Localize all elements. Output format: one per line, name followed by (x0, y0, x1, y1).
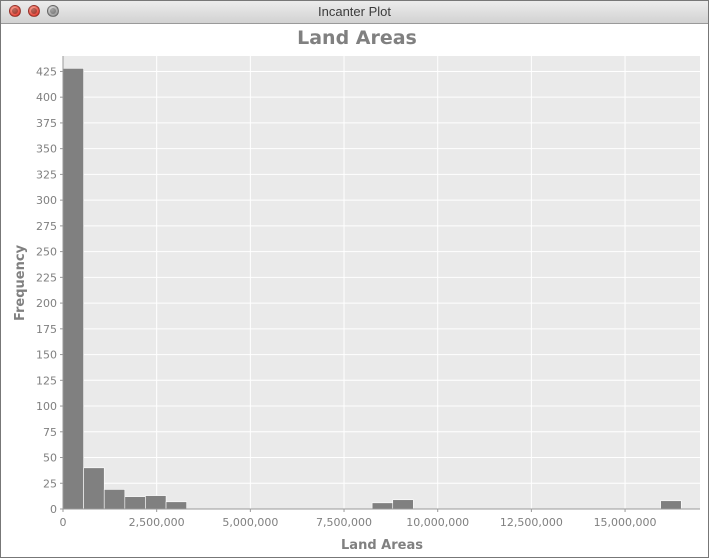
histogram-chart: Land Areas 0 25 50 75 100 125 150 175 200 225 250 2… (13, 27, 700, 553)
y-tick-label: 375 (36, 117, 57, 130)
histogram-bar (660, 500, 682, 510)
y-tick-label: 200 (36, 297, 57, 310)
y-tick-label: 0 (50, 503, 57, 516)
x-axis-label: Land Areas (341, 538, 423, 553)
histogram-bar (145, 495, 167, 510)
y-tick-label: 225 (36, 271, 57, 284)
y-tick-label: 325 (36, 168, 57, 181)
zoom-icon (50, 8, 56, 14)
x-tick-label: 7,500,000 (316, 516, 372, 529)
axes: 0 25 50 75 100 125 150 175 200 225 250 275 300 325 350… (36, 56, 700, 529)
plot-area (63, 56, 700, 509)
histogram-bar (103, 489, 126, 510)
y-tick-label: 100 (36, 400, 57, 413)
y-tick-label: 400 (36, 91, 57, 104)
minimize-icon (31, 8, 37, 14)
histogram-bar (371, 502, 394, 510)
y-tick-label: 50 (43, 452, 57, 465)
x-tick-label: 12,500,000 (500, 516, 563, 529)
y-tick-label: 25 (43, 477, 57, 490)
histogram-bar (165, 501, 187, 510)
y-tick-label: 125 (36, 374, 57, 387)
window-title: Incanter Plot (318, 4, 391, 19)
x-tick-label: 10,000,000 (406, 516, 469, 529)
histogram-bar (83, 467, 105, 510)
x-tick-label: 15,000,000 (594, 516, 657, 529)
window-titlebar[interactable]: Incanter Plot (1, 1, 708, 24)
y-tick-label: 150 (36, 349, 57, 362)
close-button[interactable] (9, 5, 21, 17)
chart-title: Land Areas (297, 27, 417, 49)
y-tick-label: 275 (36, 220, 57, 233)
x-tick-label: 2,500,000 (129, 516, 185, 529)
histogram-bar (392, 499, 414, 510)
histogram-bar (124, 496, 146, 510)
y-tick-label: 350 (36, 143, 57, 156)
y-tick-label: 425 (36, 65, 57, 78)
x-tick-label: 5,000,000 (222, 516, 278, 529)
histogram-bar (62, 68, 84, 510)
close-icon (12, 8, 18, 14)
y-tick-label: 300 (36, 194, 57, 207)
y-axis-label: Frequency (13, 244, 28, 321)
minimize-button[interactable] (28, 5, 40, 17)
y-tick-label: 75 (43, 426, 57, 439)
y-tick-label: 250 (36, 246, 57, 259)
x-tick-label: 0 (60, 516, 67, 529)
zoom-button[interactable] (47, 5, 59, 17)
y-tick-label: 175 (36, 323, 57, 336)
